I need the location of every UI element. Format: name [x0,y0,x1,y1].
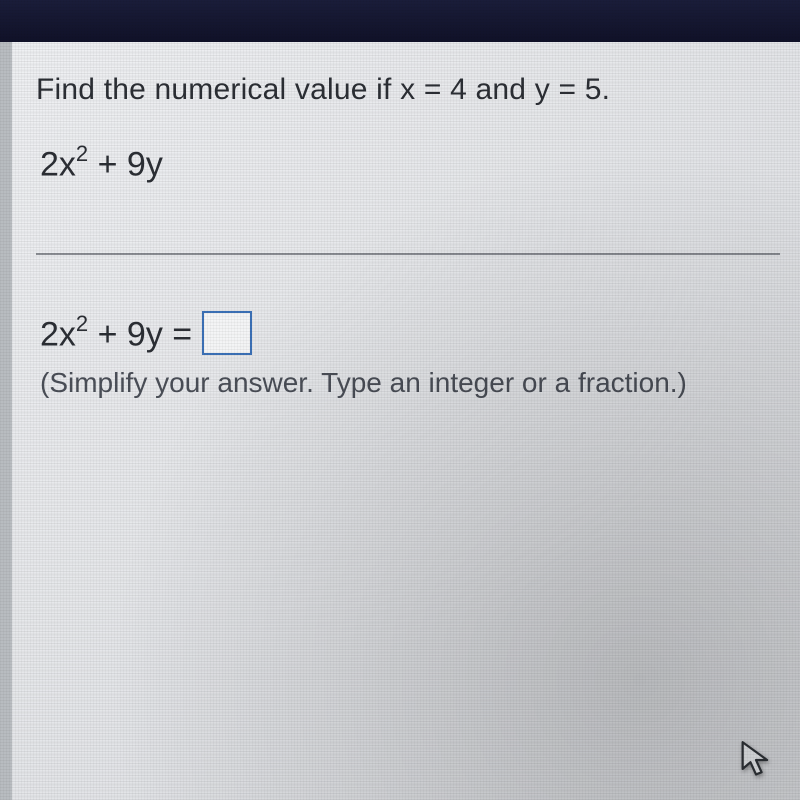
prompt-prefix: Find the numerical value if [36,73,400,106]
ans-exp1: 2 [76,311,88,336]
expr-op: + [88,145,127,183]
var1-name: x [400,73,415,106]
prompt-conj: and [467,73,535,106]
expr-var2: y [146,145,163,183]
equals-sign: = [163,315,192,353]
expr-exp1: 2 [76,141,88,166]
var2-value: 5 [585,73,602,106]
ans-var2: y [146,315,163,353]
expr-var1: x [59,145,76,183]
question-prompt: Find the numerical value if x = 4 and y … [36,70,780,111]
answer-line: 2x2 + 9y = [36,311,780,355]
question-panel: Find the numerical value if x = 4 and y … [12,42,800,800]
ans-coef1: 2 [40,315,59,353]
section-divider [36,253,780,255]
answer-input[interactable] [202,311,252,355]
ans-var1: x [59,315,76,353]
answer-expression: 2x2 + 9y = [40,315,192,351]
ans-op: + [88,315,127,353]
expr-coef1: 2 [40,145,59,183]
var1-value: 4 [450,73,467,106]
expression-display: 2x2 + 9y [36,145,780,181]
expr-coef2: 9 [127,145,146,183]
window-title-bar [0,0,800,42]
var2-name: y [535,73,550,106]
ans-coef2: 9 [127,315,146,353]
answer-hint: (Simplify your answer. Type an integer o… [36,367,780,399]
prompt-suffix: . [602,73,611,106]
